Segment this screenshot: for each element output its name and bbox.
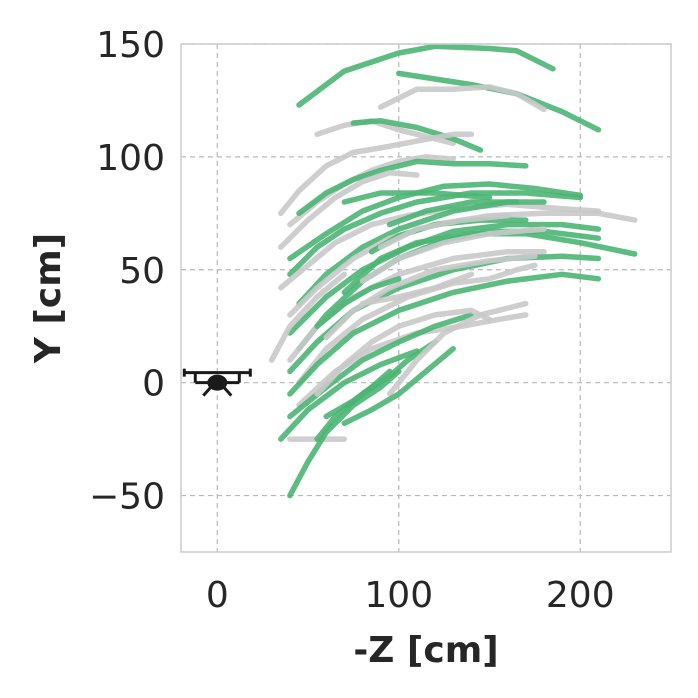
trajectory-line-38 bbox=[268, 271, 348, 363]
trajectory-line-35 bbox=[323, 368, 393, 420]
trajectory-line-27 bbox=[359, 226, 547, 284]
trajectory-line-24 bbox=[278, 348, 420, 442]
trajectory-line-3 bbox=[377, 84, 547, 113]
plot-frame bbox=[180, 43, 672, 553]
y-tick-label: −50 bbox=[89, 477, 165, 518]
trajectory-line-1 bbox=[296, 43, 556, 108]
trajectory-line-25 bbox=[323, 253, 538, 341]
trajectory-line-11 bbox=[287, 190, 584, 278]
trajectory-line-18 bbox=[287, 253, 602, 375]
trajectory-line-26 bbox=[341, 230, 638, 296]
trajectory-line-31 bbox=[341, 190, 493, 205]
x-axis-label: -Z [cm] bbox=[353, 630, 498, 671]
drone-icon bbox=[182, 368, 252, 397]
y-tick-label: 0 bbox=[142, 364, 165, 405]
trajectory-line-29 bbox=[377, 212, 511, 250]
trajectory-line-33 bbox=[287, 368, 402, 499]
x-tick-label: 200 bbox=[546, 575, 615, 616]
trajectory-line-23 bbox=[314, 307, 493, 397]
y-tick-labels: 150 100 50 0 −50 bbox=[89, 25, 165, 518]
trajectory-line-9 bbox=[278, 169, 420, 250]
y-tick-label: 150 bbox=[96, 25, 165, 66]
trajectory-line-39 bbox=[314, 276, 402, 329]
trajectory-line-5 bbox=[350, 118, 484, 153]
trajectory-line-2 bbox=[396, 70, 602, 133]
y-tick-label: 100 bbox=[96, 138, 165, 179]
trajectory-line-40 bbox=[359, 271, 475, 307]
trajectory-line-36 bbox=[386, 300, 529, 397]
trajectory-line-30 bbox=[386, 199, 520, 228]
trajectory-line-20 bbox=[287, 271, 602, 397]
trajectory-line-6 bbox=[278, 131, 475, 217]
grid bbox=[181, 43, 671, 552]
y-tick-label: 50 bbox=[119, 251, 165, 292]
x-tick-labels: 0 100 200 bbox=[206, 575, 615, 616]
trajectory-series bbox=[268, 43, 638, 499]
x-tick-label: 0 bbox=[206, 575, 229, 616]
x-tick-label: 100 bbox=[364, 575, 433, 616]
y-axis-label: Y [cm] bbox=[28, 233, 69, 364]
trajectory-line-8 bbox=[296, 158, 529, 217]
trajectory-line-37 bbox=[341, 346, 456, 427]
